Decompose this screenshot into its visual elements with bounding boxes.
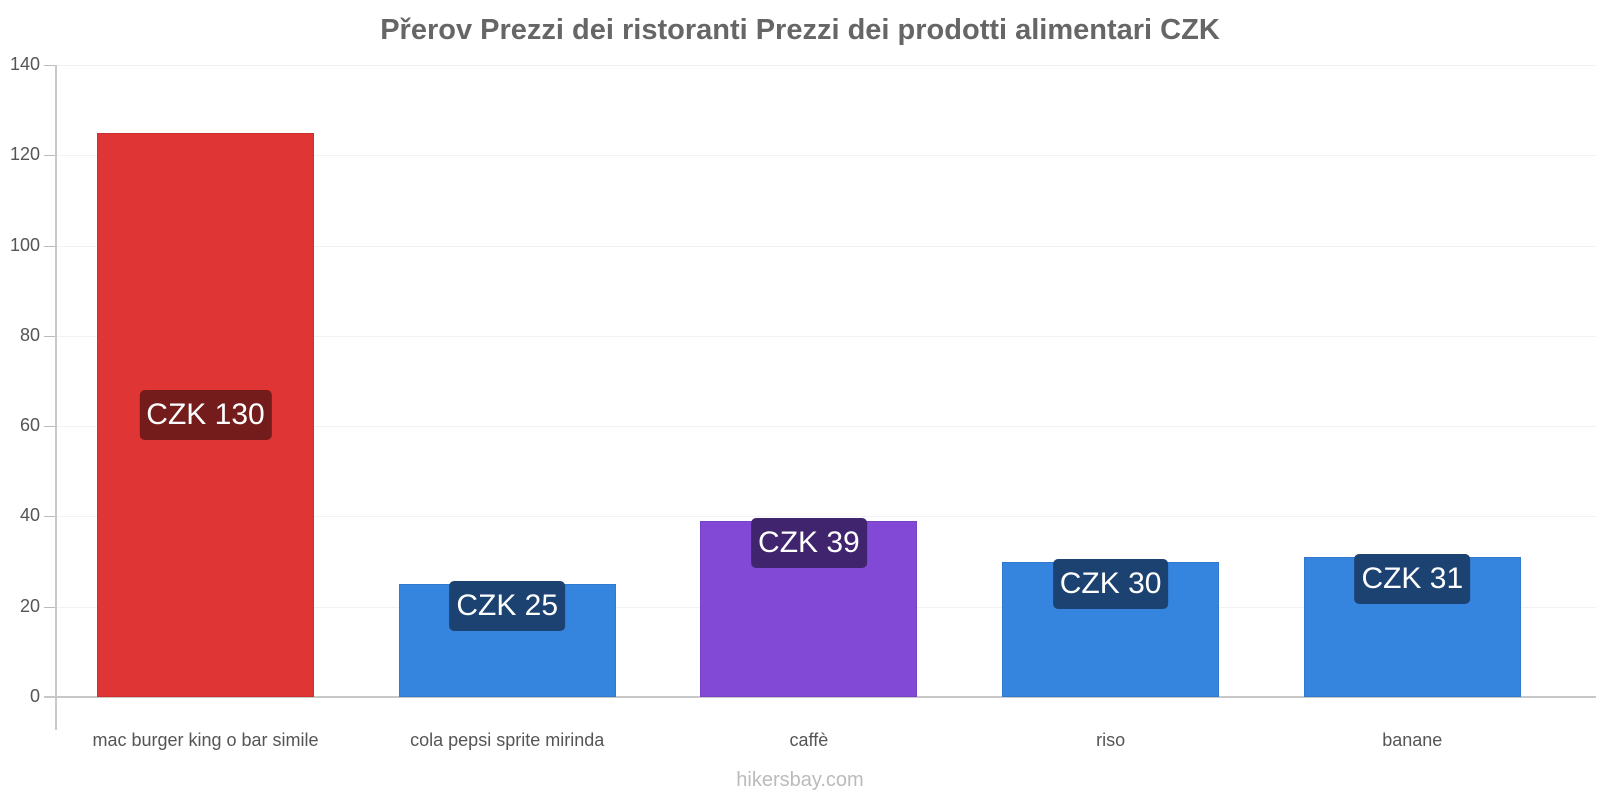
x-category-label: mac burger king o bar simile [92,730,319,750]
y-tick-mark [44,335,56,337]
y-tick-label: 120 [9,144,40,165]
value-label: CZK 25 [449,581,566,632]
x-category-label: banane [1382,730,1443,750]
value-label: CZK 31 [1354,554,1471,605]
x-axis [44,696,1596,698]
gridline [56,335,1596,337]
y-tick-mark [44,155,56,157]
x-category-label: cola pepsi sprite mirinda [410,730,605,750]
y-tick-label: 0 [29,686,40,706]
y-tick-mark [44,245,56,247]
y-tick-mark [44,516,56,518]
gridline [56,245,1596,247]
y-tick-mark [44,65,56,66]
x-category-label: caffè [789,730,829,750]
gridline [56,426,1596,428]
y-tick-label: 140 [9,54,40,74]
gridline [56,155,1596,157]
y-tick-label: 100 [9,234,40,255]
bar-3[interactable] [1002,561,1220,697]
chart-title: Přerov Prezzi dei ristoranti Prezzi dei … [380,14,1220,46]
x-category-label: riso [1096,730,1126,750]
y-tick-label: 80 [19,324,40,345]
y-tick-mark [44,606,56,608]
gridline [56,516,1596,518]
y-tick-label: 60 [19,415,40,436]
gridline [56,65,1596,66]
y-axis [55,65,57,730]
y-tick-label: 20 [19,595,40,616]
value-label: CZK 39 [751,517,867,568]
watermark: hikersbay.com [736,769,864,791]
y-tick-label: 40 [19,505,40,526]
value-label: CZK 30 [1052,558,1169,609]
y-tick-mark [44,426,56,428]
value-label: CZK 130 [139,389,272,440]
